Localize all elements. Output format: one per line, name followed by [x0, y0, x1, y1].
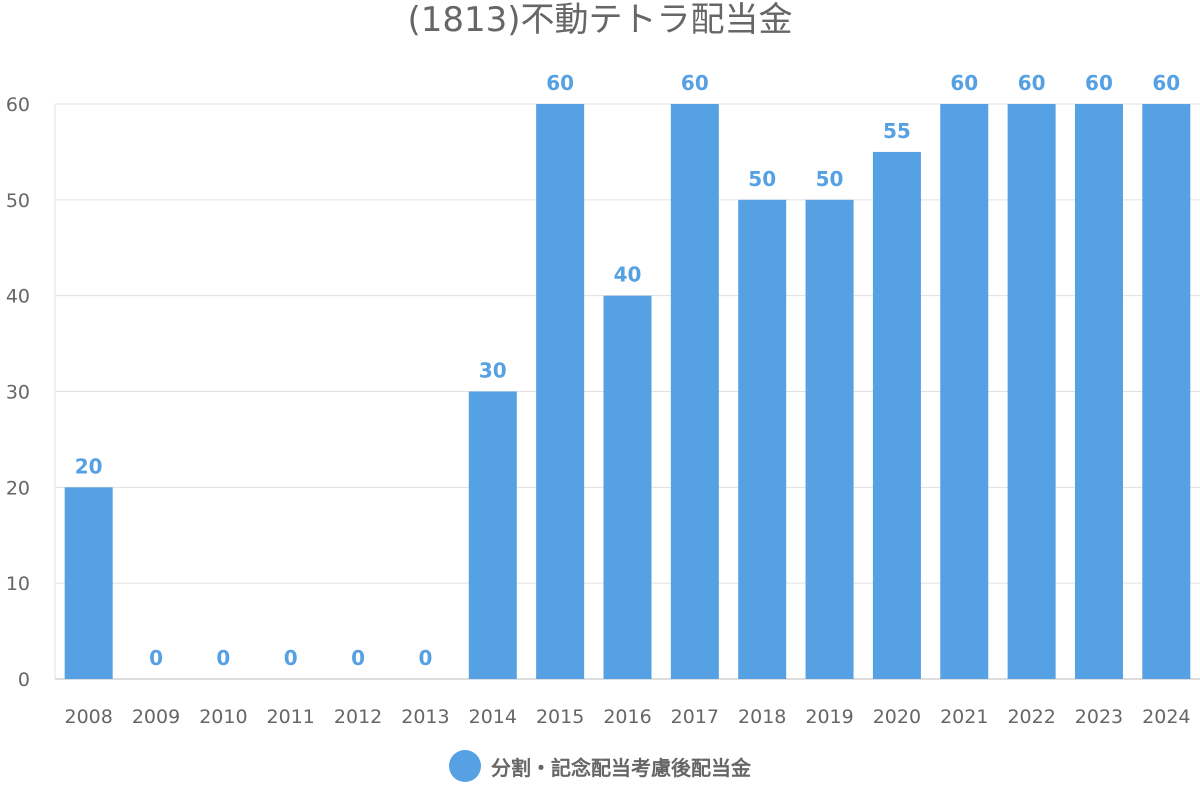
- data-label: 30: [479, 359, 507, 383]
- data-label: 0: [216, 646, 230, 670]
- x-tick-label: 2011: [267, 706, 315, 728]
- data-label: 60: [1085, 71, 1113, 95]
- bar: [670, 104, 719, 679]
- x-tick-label: 2022: [1007, 706, 1055, 728]
- data-label: 50: [748, 167, 776, 191]
- data-label: 60: [1018, 71, 1046, 95]
- bar: [468, 391, 517, 679]
- data-label: 40: [614, 263, 642, 287]
- bar: [1142, 104, 1191, 679]
- x-tick-label: 2008: [64, 706, 112, 728]
- y-tick-label: 0: [18, 669, 30, 691]
- legend[interactable]: 分割・記念配当考慮後配当金: [0, 750, 1200, 782]
- x-tick-label: 2019: [805, 706, 853, 728]
- bar: [1007, 104, 1056, 679]
- legend-marker: [449, 750, 481, 782]
- data-label: 0: [284, 646, 298, 670]
- x-tick-label: 2023: [1075, 706, 1123, 728]
- x-tick-label: 2021: [940, 706, 988, 728]
- x-tick-label: 2018: [738, 706, 786, 728]
- y-tick-label: 20: [6, 477, 30, 499]
- data-label: 50: [816, 167, 844, 191]
- x-tick-label: 2020: [873, 706, 921, 728]
- data-label: 55: [883, 119, 911, 143]
- y-tick-label: 10: [6, 573, 30, 595]
- chart-title: (1813)不動テトラ配当金: [407, 0, 793, 40]
- data-label: 0: [351, 646, 365, 670]
- legend-label: 分割・記念配当考慮後配当金: [491, 755, 751, 780]
- x-tick-label: 2015: [536, 706, 584, 728]
- y-tick-label: 40: [6, 286, 30, 308]
- y-tick-label: 50: [6, 190, 30, 212]
- x-tick-label: 2010: [199, 706, 247, 728]
- data-label: 0: [418, 646, 432, 670]
- bar: [1074, 104, 1123, 679]
- chart-title-container: (1813)不動テトラ配当金: [0, 0, 1200, 40]
- x-tick-label: 2024: [1142, 706, 1190, 728]
- x-tick-label: 2012: [334, 706, 382, 728]
- x-tick-label: 2016: [603, 706, 651, 728]
- data-label: 60: [950, 71, 978, 95]
- bar: [536, 104, 585, 679]
- data-label: 60: [681, 71, 709, 95]
- y-tick-label: 30: [6, 382, 30, 404]
- x-tick-label: 2009: [132, 706, 180, 728]
- data-label: 0: [149, 646, 163, 670]
- data-label: 60: [546, 71, 574, 95]
- bar: [872, 151, 921, 679]
- bar: [64, 487, 113, 679]
- y-tick-label: 60: [6, 94, 30, 116]
- x-tick-label: 2013: [401, 706, 449, 728]
- bar: [805, 199, 854, 680]
- data-label: 60: [1152, 71, 1180, 95]
- x-tick-label: 2017: [671, 706, 719, 728]
- bar: [603, 295, 652, 679]
- bar: [940, 104, 989, 679]
- data-label: 20: [75, 454, 103, 478]
- x-tick-label: 2014: [469, 706, 517, 728]
- bar: [738, 199, 787, 680]
